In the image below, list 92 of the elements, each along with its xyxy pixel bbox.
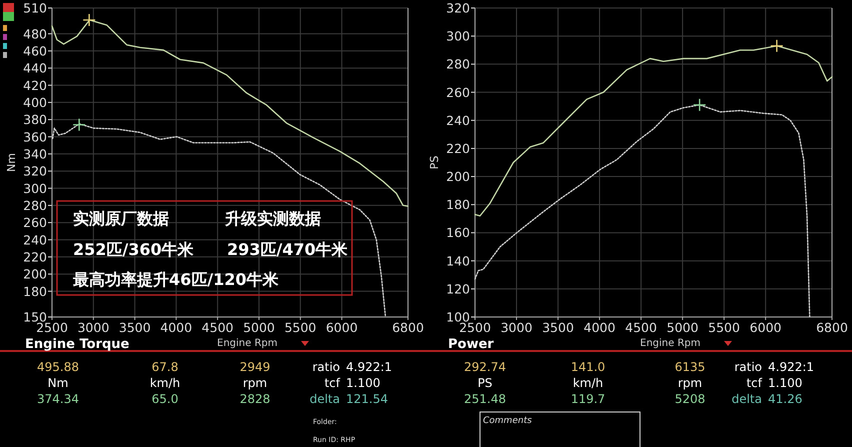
text: 6135 [674,360,706,374]
text: rpm [242,376,268,390]
y-tick-label: 260 [23,215,48,230]
text: 1.100 [346,376,380,390]
text: Power [448,337,494,352]
y-tick-label: 260 [446,84,470,100]
x-tick-label: 4000 [584,320,616,335]
x-tick-label: 3000 [77,320,110,335]
annotation: 最高功率提升46匹/120牛米 [72,270,280,289]
y-tick-label: 240 [446,112,470,128]
y-tick-label: 510 [23,0,48,16]
x-tick-label: 4500 [202,320,234,335]
text: 119.7 [570,392,606,406]
text: 2828 [240,392,270,406]
line-series [51,19,409,207]
text: 121.54 [346,392,388,406]
text: Engine Torque [25,337,130,352]
line-series [52,123,386,317]
y-axis-title: PS [428,156,441,170]
text: 292.74 [464,360,506,374]
x-tick-label: 6800 [816,320,848,335]
y-tick-label: 220 [23,249,48,264]
text: 67.8 [152,360,178,374]
y-tick-label: 420 [23,78,48,93]
y-tick-label: 380 [23,112,48,128]
line-series [474,45,833,217]
y-tick-label: 400 [23,94,48,110]
text: 1.100 [768,376,802,390]
annotation: 实测原厂数据 [73,209,169,228]
annotation: 293匹/470牛米 [227,240,349,259]
text: rpm [678,376,702,390]
text: 5208 [674,392,706,406]
text: 495.88 [37,360,79,374]
y-tick-label: 220 [446,140,470,156]
x-tick-label: 3500 [542,320,574,335]
text: km/h [572,376,604,390]
text: Nm [48,376,68,390]
y-tick-label: 280 [23,198,48,213]
y-tick-label: 440 [23,60,48,76]
x-tick-label: 6000 [326,320,358,335]
x-tick-label: 3500 [118,320,151,335]
annotation: 252匹/360牛米 [73,240,195,259]
y-tick-label: 200 [23,266,48,282]
x-axis-title: Engine Rpm [640,338,700,349]
text: km/h [150,376,180,390]
y-tick-label: 280 [446,56,470,72]
text: tcf [324,376,341,390]
y-tick-label: 300 [446,28,470,44]
x-tick-label: 6800 [392,320,424,335]
x-tick-label: 6000 [750,320,782,335]
annotation: 升级实测数据 [224,209,321,228]
x-tick-label: 3000 [500,320,532,335]
y-tick-label: 300 [23,180,48,196]
text: tcf [746,376,763,390]
y-tick-label: 120 [446,281,470,296]
y-tick-label: 240 [23,232,48,248]
text: 141.0 [570,360,606,374]
y-tick-label: 180 [23,284,48,299]
text: 2949 [240,360,270,374]
text: 251.48 [464,392,506,406]
x-tick-label: 5000 [666,320,699,335]
text: PS [478,376,492,390]
y-tick-label: 200 [446,169,470,184]
text: delta [732,392,762,406]
text: ratio [734,360,762,374]
text: 374.34 [37,392,79,406]
y-axis-title: Nm [5,153,18,172]
x-tick-label: 4000 [160,320,192,335]
y-tick-label: 320 [446,0,470,16]
y-tick-label: 360 [23,129,48,144]
line-series [474,104,810,318]
y-tick-label: 160 [446,225,470,240]
y-tick-label: 480 [23,26,48,42]
y-tick-label: 180 [446,197,470,212]
x-axis-title: Engine Rpm [217,338,278,349]
y-tick-label: 140 [446,253,470,268]
y-tick-label: 320 [23,164,48,179]
x-tick-label: 2500 [36,320,68,335]
x-tick-label: 2500 [459,320,491,335]
x-tick-label: 4500 [625,320,657,335]
x-tick-label: 5000 [243,320,275,335]
text: Comments [483,416,532,426]
text: ratio [312,360,340,374]
text: 65.0 [152,392,178,406]
y-tick-label: 340 [23,146,48,162]
y-tick-label: 460 [23,43,48,58]
text: 4.922:1 [346,360,392,374]
x-tick-label: 5500 [708,320,740,335]
x-tick-label: 5500 [284,320,316,335]
text: 41.26 [768,392,802,406]
text: delta [310,392,340,406]
text: 4.922:1 [768,360,814,374]
